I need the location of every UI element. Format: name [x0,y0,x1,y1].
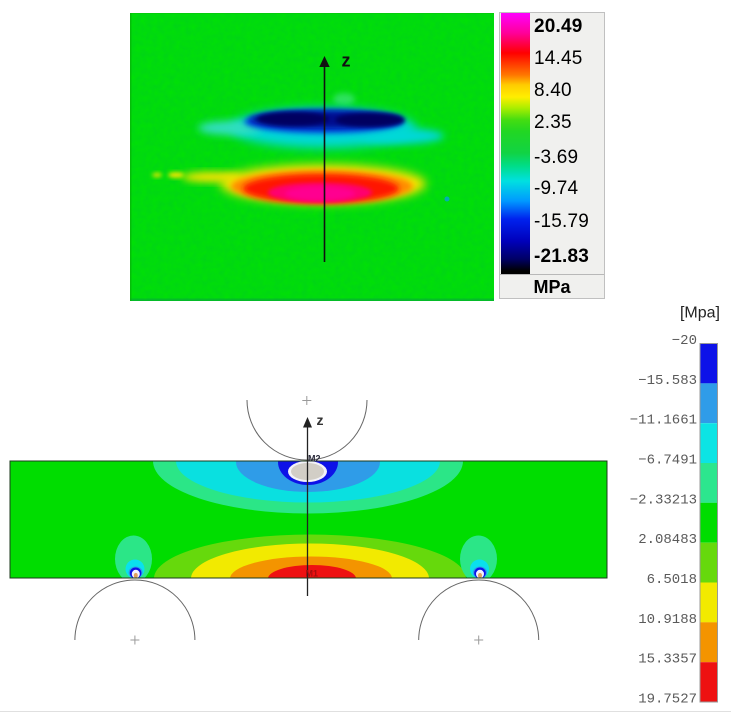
svg-text:6.5018: 6.5018 [647,572,697,588]
svg-text:−2.33213: −2.33213 [630,492,697,508]
svg-text:[Mpa]: [Mpa] [680,305,720,322]
svg-text:15.3357: 15.3357 [638,652,697,668]
svg-text:M2: M2 [308,454,321,464]
svg-text:M1: M1 [306,569,319,579]
svg-text:2.08483: 2.08483 [638,532,697,548]
svg-text:19.7527: 19.7527 [638,692,697,708]
svg-text:z: z [342,51,351,71]
svg-text:10.9188: 10.9188 [638,612,697,628]
svg-text:−15.583: −15.583 [638,373,697,389]
svg-text:−11.1661: −11.1661 [630,413,697,429]
svg-text:z: z [317,412,324,428]
svg-text:−20: −20 [672,333,697,349]
svg-text:−6.7491: −6.7491 [638,453,697,469]
